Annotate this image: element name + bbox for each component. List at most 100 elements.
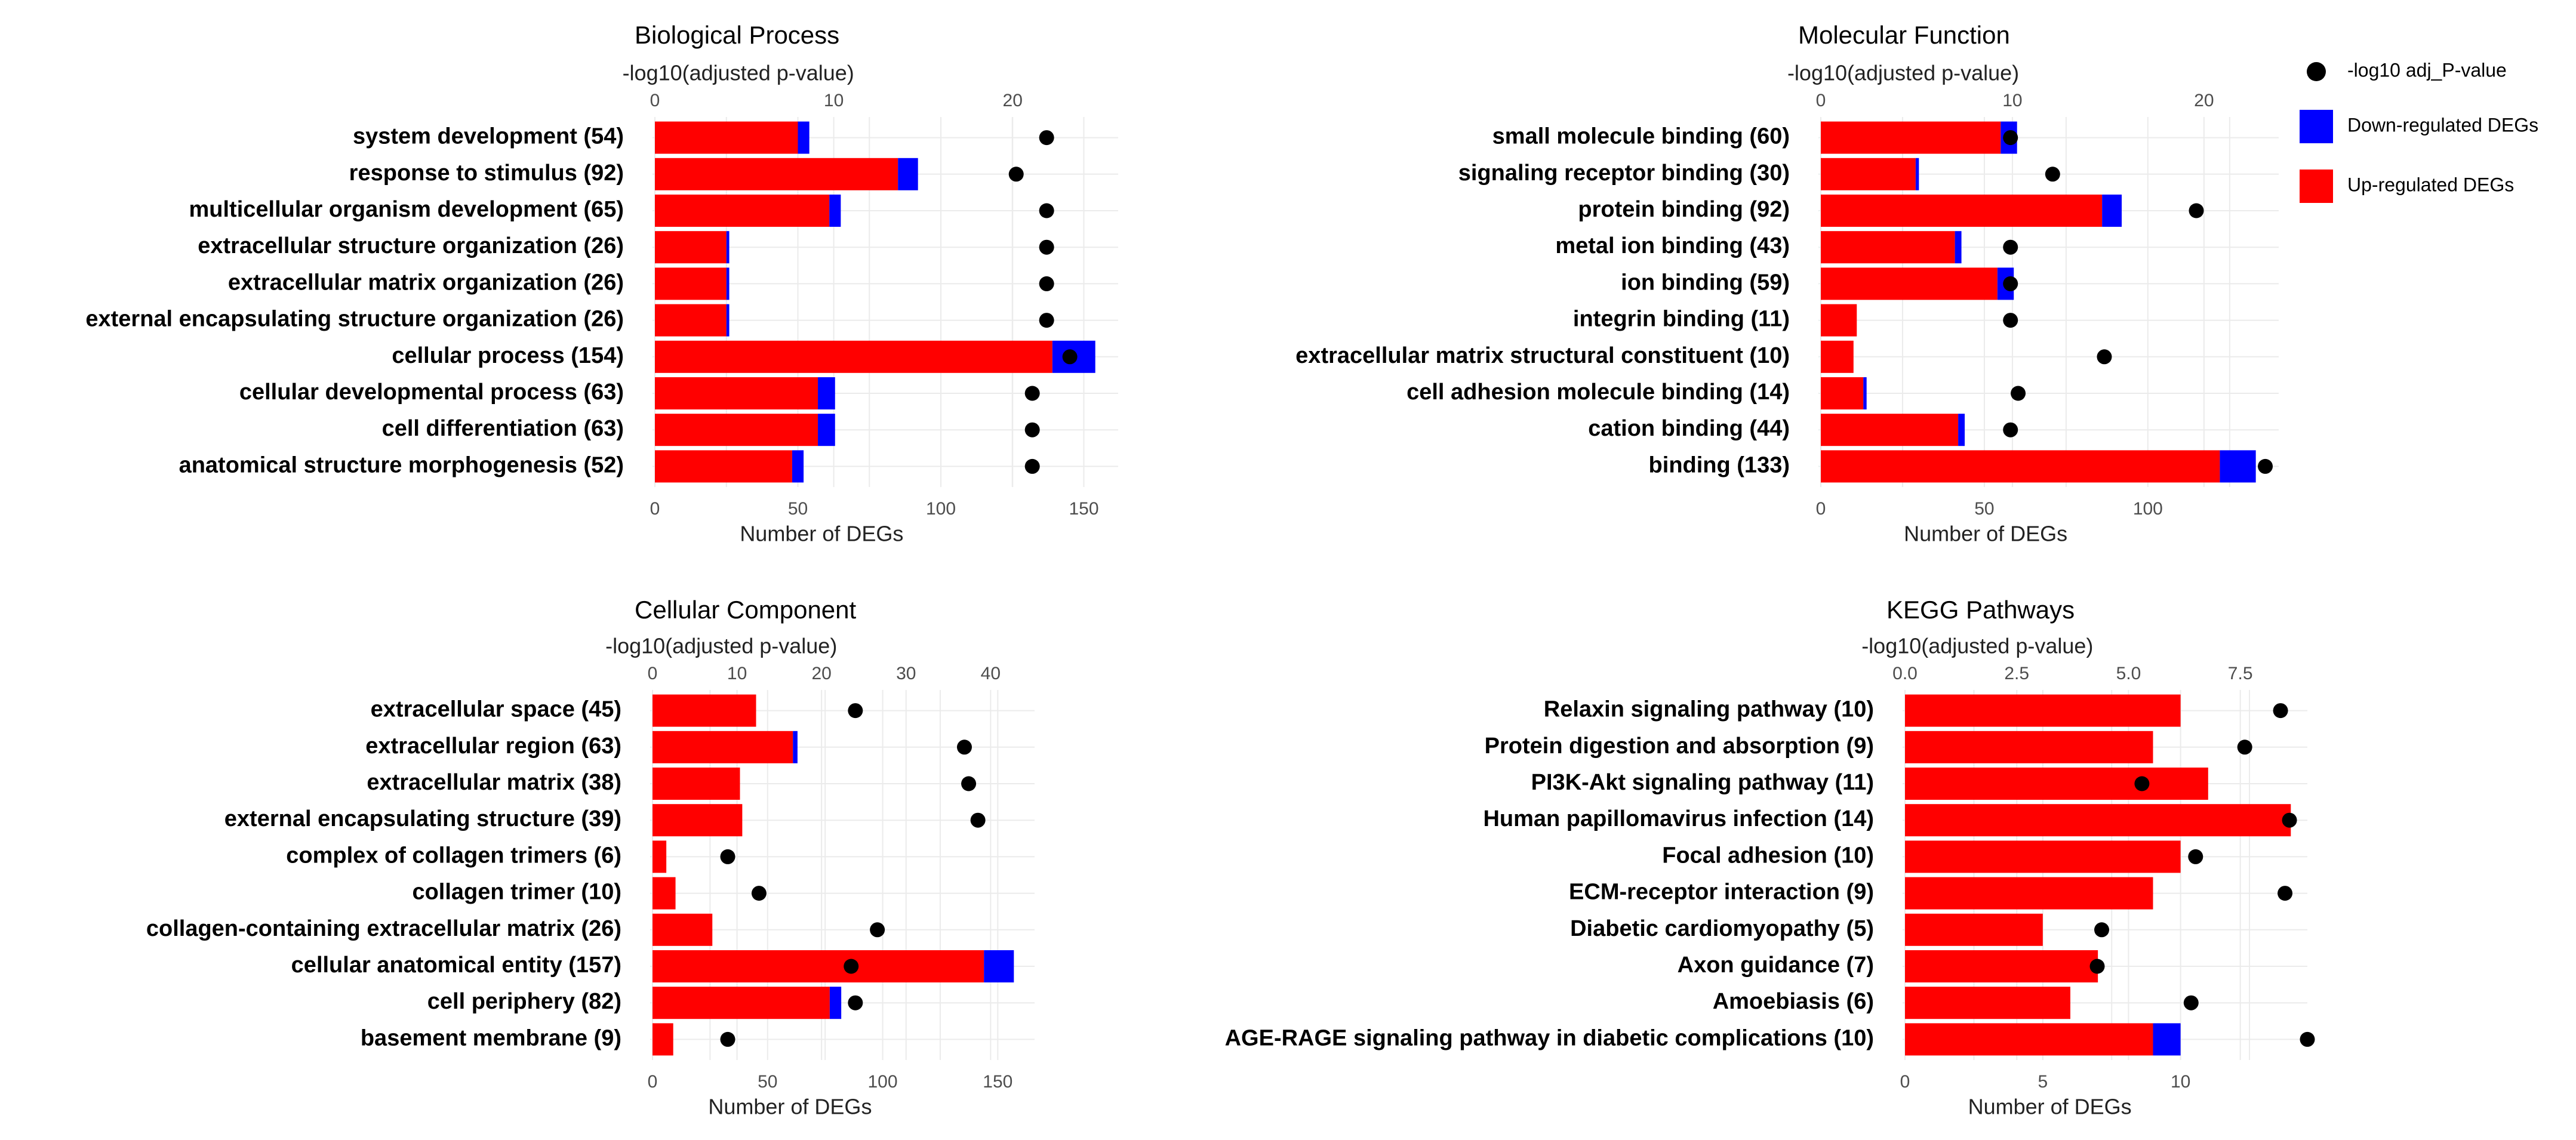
- legend-item: Up-regulated DEGs: [2300, 170, 2514, 203]
- bar-down-regulated: [818, 377, 835, 409]
- top-tick-label: 2.5: [2004, 664, 2029, 683]
- bar-up-regulated: [653, 804, 743, 837]
- category-label: metal ion binding (43): [1555, 233, 1790, 258]
- bar-up-regulated: [655, 231, 727, 264]
- bottom-tick-label: 50: [758, 1072, 777, 1092]
- top-axis-title: -log10(adjusted p-value): [1861, 634, 2093, 658]
- category-label: Amoebiasis (6): [1713, 989, 1874, 1014]
- pvalue-point: [2094, 922, 2110, 938]
- pvalue-point: [2258, 458, 2273, 474]
- bar-up-regulated: [1905, 731, 2153, 763]
- bottom-tick-label: 0: [648, 1072, 658, 1092]
- legend-label: Down-regulated DEGs: [2347, 114, 2538, 135]
- bar-down-regulated: [726, 304, 730, 337]
- bar-up-regulated: [1905, 768, 2208, 800]
- pvalue-point: [2183, 995, 2199, 1010]
- bar-up-regulated: [1821, 304, 1857, 337]
- bar-up-regulated: [1905, 804, 2291, 837]
- top-tick-label: 7.5: [2228, 664, 2253, 683]
- pvalue-point: [2134, 776, 2150, 791]
- pvalue-point: [2097, 349, 2112, 365]
- category-label: cellular developmental process (63): [239, 380, 624, 405]
- bar-up-regulated: [655, 121, 798, 154]
- bar-down-regulated: [792, 450, 804, 483]
- bottom-tick-label: 0: [1816, 499, 1826, 519]
- bar-down-regulated: [898, 158, 918, 190]
- chart-panel: Cellular Component -log10(adjusted p-valu…: [146, 596, 1035, 1119]
- category-label: complex of collagen trimers (6): [286, 843, 621, 868]
- pvalue-point: [2278, 886, 2293, 901]
- pvalue-point: [1062, 349, 1078, 365]
- bar-up-regulated: [653, 840, 667, 873]
- category-label: protein binding (92): [1578, 197, 1790, 222]
- bar-down-regulated: [726, 267, 730, 300]
- category-label: PI3K-Akt signaling pathway (11): [1531, 770, 1874, 795]
- chart-panel: KEGG Pathways -log10(adjusted p-value) Rel…: [1225, 596, 2315, 1119]
- category-label: basement membrane (9): [361, 1025, 621, 1050]
- legend-label: -log10 adj_P-value: [2347, 59, 2507, 81]
- bar-up-regulated: [653, 768, 740, 800]
- bar-down-regulated: [1863, 377, 1867, 409]
- pvalue-point: [1039, 313, 1054, 328]
- top-tick-label: 0: [1816, 91, 1826, 110]
- category-label: small molecule binding (60): [1492, 124, 1790, 149]
- chart-panels: Biological Process -log10(adjusted p-valu…: [85, 21, 2315, 1119]
- bar-up-regulated: [653, 731, 793, 763]
- legend-color-swatch: [2300, 170, 2333, 203]
- bar-down-regulated: [1958, 414, 1965, 446]
- category-label: cellular anatomical entity (157): [291, 953, 621, 978]
- top-tick-label: 20: [811, 664, 831, 683]
- pvalue-point: [2237, 740, 2252, 755]
- bar-down-regulated: [2153, 1023, 2181, 1056]
- pvalue-point: [720, 849, 735, 864]
- bar-up-regulated: [1821, 414, 1959, 446]
- category-label: Diabetic cardiomyopathy (5): [1570, 916, 1874, 941]
- bar-up-regulated: [655, 158, 898, 190]
- pvalue-point: [1039, 276, 1054, 291]
- legend: -log10 adj_P-value Down-regulated DEGs Up-…: [2300, 59, 2538, 203]
- category-label: Protein digestion and absorption (9): [1485, 734, 1874, 759]
- pvalue-point: [2282, 812, 2297, 828]
- bar-down-regulated: [726, 231, 730, 264]
- bottom-tick-label: 5: [2038, 1072, 2048, 1092]
- bar-up-regulated: [653, 1023, 673, 1056]
- bar-up-regulated: [1821, 158, 1916, 190]
- bar-down-regulated: [984, 950, 1014, 982]
- bar-up-regulated: [1821, 340, 1854, 373]
- bar-down-regulated: [2102, 195, 2122, 227]
- bottom-tick-label: 150: [983, 1072, 1012, 1092]
- bottom-tick-label: 10: [2171, 1072, 2190, 1092]
- top-tick-label: 30: [896, 664, 916, 683]
- top-tick-label: 0: [650, 91, 660, 110]
- bar-down-regulated: [793, 731, 798, 763]
- bar-up-regulated: [1905, 987, 2070, 1019]
- category-label: collagen trimer (10): [412, 880, 621, 905]
- bottom-tick-label: 0: [650, 499, 660, 519]
- pvalue-point: [1024, 458, 1040, 474]
- bar-down-regulated: [798, 121, 810, 154]
- pvalue-point: [2011, 386, 2026, 401]
- bar-up-regulated: [655, 450, 792, 483]
- category-label: cell adhesion molecule binding (14): [1407, 380, 1790, 405]
- bottom-axis-title: Number of DEGs: [1904, 522, 2067, 546]
- pvalue-point: [870, 922, 885, 938]
- pvalue-point: [1039, 130, 1054, 146]
- top-tick-label: 10: [727, 664, 747, 683]
- bar-up-regulated: [1821, 267, 1998, 300]
- category-label: ion binding (59): [1621, 270, 1790, 295]
- pvalue-point: [751, 886, 767, 901]
- bar-up-regulated: [653, 913, 713, 946]
- top-tick-label: 0.0: [1892, 664, 1918, 683]
- panel-title: Molecular Function: [1798, 21, 2010, 49]
- bar-up-regulated: [1905, 694, 2181, 727]
- top-tick-label: 20: [2194, 91, 2214, 110]
- bottom-tick-label: 100: [926, 499, 956, 519]
- bar-up-regulated: [655, 377, 818, 409]
- pvalue-point: [2003, 130, 2018, 146]
- chart-panel: Biological Process -log10(adjusted p-valu…: [85, 21, 1118, 546]
- bar-up-regulated: [655, 195, 830, 227]
- bar-up-regulated: [1821, 121, 2001, 154]
- pvalue-point: [1024, 422, 1040, 437]
- bar-up-regulated: [653, 877, 676, 910]
- bar-up-regulated: [1905, 950, 2098, 982]
